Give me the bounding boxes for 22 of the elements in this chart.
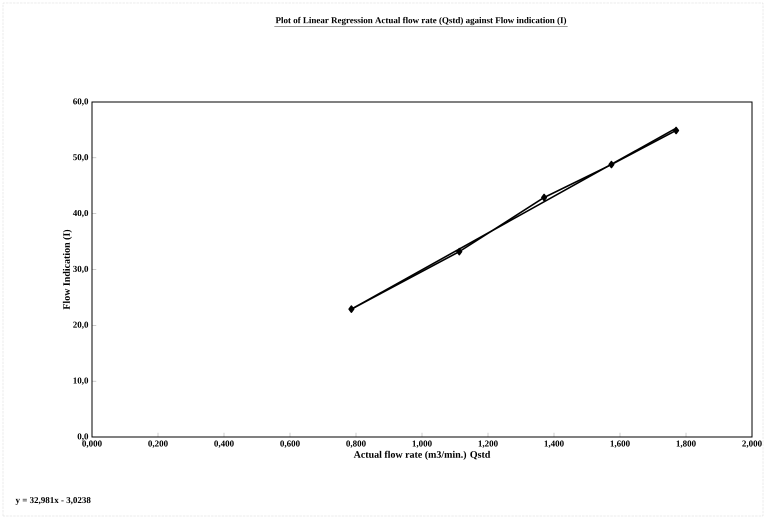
x-tick-label: 0,600 (280, 440, 300, 448)
x-tick-label: 0,800 (346, 440, 366, 448)
y-axis-title: Flow Indication (I) (62, 230, 72, 310)
chart-title: Plot of Linear Regression Actual flow rate (Qstd) against Flow indication (I) (276, 16, 566, 26)
y-tick-label: 40,0 (72, 210, 88, 218)
y-tick-label: 10,0 (74, 377, 88, 385)
x-tick-label: 1,000 (412, 440, 432, 448)
x-tick-label: 0,000 (82, 440, 102, 448)
x-tick-label: 1,600 (610, 440, 630, 448)
text: y = 32,981x - 3,0238 (16, 497, 91, 505)
x-tick-label: 1,400 (544, 440, 564, 448)
y-tick-label: 30,0 (73, 266, 88, 274)
y-tick-label: 50,0 (73, 154, 88, 162)
x-tick-label: 0,200 (148, 440, 168, 448)
x-tick-label: 1,800 (676, 440, 696, 448)
x-tick-label: 0,400 (214, 440, 234, 448)
y-tick-label: 20,0 (73, 322, 88, 330)
x-tick-label: 1,200 (478, 440, 498, 448)
x-tick-label: 2,000 (742, 440, 762, 448)
y-tick-label: 60,0 (73, 98, 88, 106)
y-tick-label: 0,0 (78, 433, 88, 441)
x-axis-title: Actual flow rate (m3/min.) Qstd (354, 450, 490, 460)
